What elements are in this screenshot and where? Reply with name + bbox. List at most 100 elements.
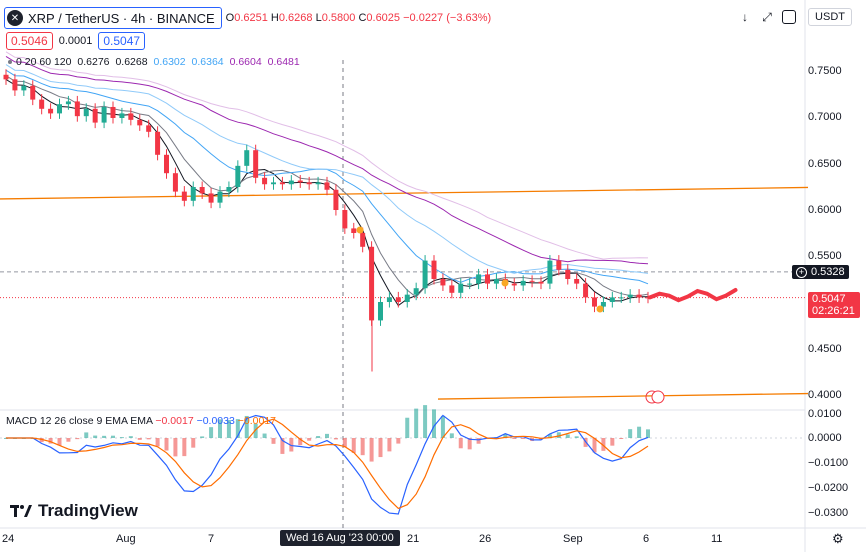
macd-histogram-bar [556,432,561,438]
candle-body [208,193,214,203]
x-tick: 7 [208,533,215,545]
macd-histogram-bar [467,438,472,450]
ma-legend[interactable]: 0 20 60 120 0.6276 0.6268 0.6302 0.6364 … [8,56,303,68]
candle-body [476,274,482,284]
macd-histogram-bar [244,415,249,438]
settings-gear-icon[interactable]: ⚙ [832,531,844,546]
plus-icon[interactable]: + [796,267,807,278]
macd-tick: 0.0000 [808,432,842,444]
last-price-tag: 0.5047 02:26:21 [808,292,860,318]
macd-histogram-bar [565,434,570,438]
candle-body [395,297,401,302]
candle-countdown: 02:26:21 [812,305,855,317]
macd-tick: 0.0100 [808,408,842,420]
price-tick: 0.5500 [808,250,842,262]
candle-body [30,85,36,100]
candle-body [645,297,651,299]
macd-histogram-bar [75,438,80,440]
event-marker [356,226,364,234]
candle-body [297,180,303,183]
tradingview-logo[interactable]: TradingView [10,501,138,521]
top-controls: ↓ ⤢ USDT [736,8,852,26]
ma-value-5: 0.6604 [229,56,262,68]
macd-histogram-bar [155,438,160,447]
candle-body [458,283,464,293]
macd-histogram-bar [262,433,267,438]
macd-histogram-bar [619,438,624,439]
x-tick: 26 [479,533,492,545]
candle-body [511,283,517,286]
candle-body [324,182,330,190]
candle-body [520,280,526,286]
macd-histogram-bar [325,433,329,438]
macd-histogram-bar [476,438,481,444]
candle-body [48,108,54,114]
ma-line-lavender [5,51,649,260]
ma-line-lightblue [5,64,649,274]
ma-label: 0 20 60 120 [16,56,72,68]
candle-body [288,180,294,185]
candle-body [235,165,241,187]
candle-body [467,283,473,285]
bid-box[interactable]: 0.5046 [6,32,53,50]
candle-body [3,74,9,80]
macd-histogram-bar [387,438,392,452]
ask-box[interactable]: 0.5047 [98,32,146,50]
indicator-dot-icon [8,60,12,65]
macd-histogram-bar [66,438,71,442]
candle-body [431,260,437,279]
candle-body [529,280,535,282]
x-tick: Aug [116,533,136,545]
candle-body [244,150,250,166]
candle-body [190,187,196,201]
candle-body [306,182,312,185]
macd-tick: −0.0200 [808,482,849,494]
macd-histogram-bar [235,419,240,438]
macd-line-value: −0.0033 [196,415,235,427]
macd-histogram-bar [102,435,107,438]
candle-body [583,283,589,298]
expand-icon[interactable]: ⤢ [762,9,772,24]
event-marker [596,305,604,313]
symbol-box[interactable]: ✕ XRP / TetherUS · 4h · BINANCE [4,7,222,29]
currency-select[interactable]: USDT [808,8,852,26]
macd-histogram-bar [111,435,115,438]
macd-histogram-bar [39,438,44,443]
maximize-button[interactable] [780,8,798,26]
candle-body [128,113,134,120]
macd-histogram-bar [128,436,133,438]
candle-body [279,182,285,185]
candle-body [422,260,428,289]
candle-body [449,285,455,293]
candle-body [378,302,383,321]
arrow-down-icon[interactable]: ↓ [742,10,749,24]
candle-body [360,233,366,247]
price-tick: 0.6000 [808,204,842,216]
macd-histogram-bar [200,436,205,438]
macd-histogram-bar [521,438,526,439]
x-tick: 21 [407,533,420,545]
candle-body [155,131,161,155]
macd-legend[interactable]: MACD 12 26 close 9 EMA EMA −0.0017 −0.00… [6,415,276,427]
macd-histogram-bar [182,438,187,457]
candle-body [110,106,116,118]
macd-histogram-bar [512,438,517,439]
macd-histogram-bar [342,438,347,448]
macd-histogram-bar [316,436,321,438]
macd-signal-line [6,418,649,510]
candle-body [565,269,571,279]
macd-histogram-bar [378,438,383,458]
event-flag-icon [651,390,665,404]
candle-body [404,294,410,302]
x-tick: 11 [711,533,723,545]
macd-histogram-bar [137,438,142,440]
candle-body [21,85,27,91]
trend-line-lower [437,392,809,400]
price-tick: 0.7000 [808,111,842,123]
candle-body [538,281,544,284]
macd-histogram-bar [191,438,196,448]
macd-line [6,414,649,515]
candle-body [262,177,268,185]
symbol-header[interactable]: ✕ XRP / TetherUS · 4h · BINANCE O0.6251 … [4,7,491,29]
